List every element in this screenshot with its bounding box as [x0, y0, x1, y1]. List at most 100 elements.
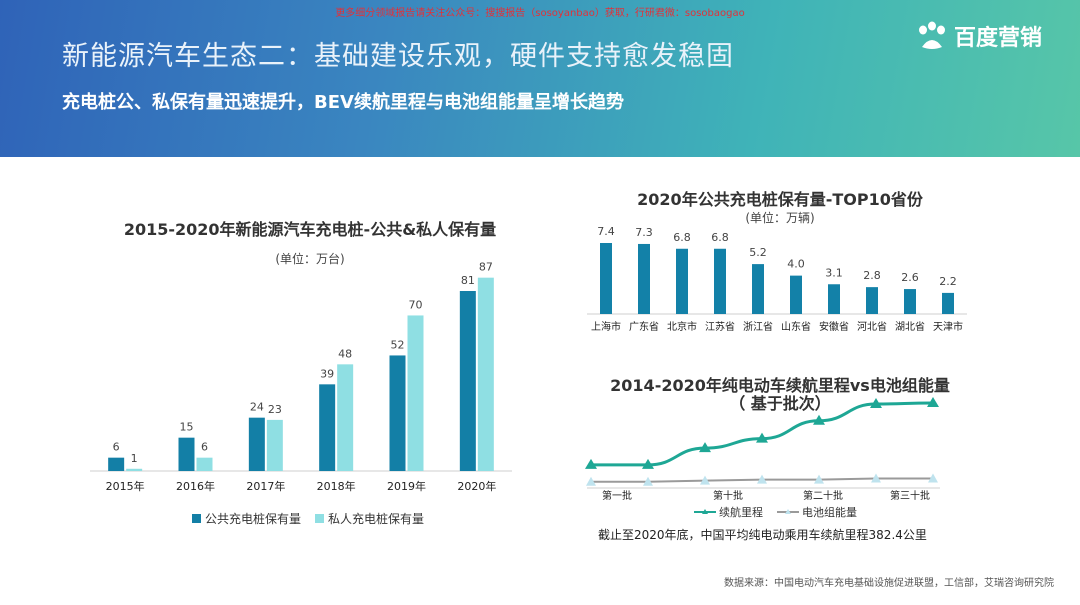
- chart1-bar-public: [178, 437, 195, 471]
- page-subtitle: 充电桩公、私保有量迅速提升，BEV续航里程与电池组能量呈增长趋势: [62, 92, 624, 113]
- chart1-value-label: 70: [409, 298, 423, 311]
- chart3-point-energy: [928, 473, 938, 483]
- chart1-bar-public: [389, 355, 406, 471]
- chart1-value-label: 6: [113, 441, 120, 454]
- chart1-value-label: 23: [268, 403, 282, 416]
- chart3-x-tick: 第十批: [713, 489, 743, 502]
- chart1-x-tick: 2016年: [176, 479, 215, 493]
- legend-label-public: 公共充电桩保有量: [205, 512, 302, 526]
- chart2-x-tick: 河北省: [857, 320, 887, 333]
- chart2-x-tick: 广东省: [629, 320, 659, 333]
- chart2-x-tick: 天津市: [933, 320, 963, 333]
- chart2-bar: [638, 243, 650, 314]
- chart1-x-tick: 2017年: [246, 479, 285, 493]
- legend-public: 公共充电桩保有量: [192, 510, 301, 527]
- chart1-bar-private: [407, 315, 424, 471]
- legend-label-range: 续航里程: [719, 506, 763, 519]
- chart1-value-label: 39: [320, 367, 334, 380]
- chart1-bar-public: [108, 457, 125, 471]
- chart2-value-label: 2.8: [863, 269, 881, 282]
- brand-logo: 百度营销: [916, 20, 1042, 52]
- chart2-bar: [752, 264, 764, 314]
- chart1-value-label: 15: [180, 421, 194, 434]
- chart1-x-tick: 2015年: [106, 479, 145, 493]
- chart2-value-label: 2.6: [901, 271, 919, 284]
- chart1-value-label: 24: [250, 401, 264, 414]
- chart1-x-tick: 2018年: [317, 479, 356, 493]
- chart1-bar-public: [319, 384, 336, 471]
- legend-swatch-public: [192, 514, 201, 523]
- chart1-value-label: 6: [201, 441, 208, 454]
- chart3-point-energy: [871, 473, 881, 483]
- chart2-title: 2020年公共充电桩保有量-TOP10省份: [637, 190, 923, 209]
- chart1-legend: 公共充电桩保有量 私人充电桩保有量: [192, 510, 438, 527]
- legend-line-energy: [777, 509, 799, 514]
- chart2-bar: [942, 292, 954, 314]
- legend-swatch-private: [315, 514, 325, 523]
- chart3-point-energy: [700, 475, 710, 485]
- chart1-value-label: 52: [391, 338, 405, 351]
- chart3-point-range: [642, 458, 654, 469]
- chart2-x-tick: 湖北省: [895, 320, 925, 333]
- legend-line-range: [694, 509, 716, 514]
- chart3-legend: 续航里程 电池组能量: [694, 504, 871, 520]
- chart3-point-energy: [586, 476, 596, 486]
- chart2-value-label: 4.0: [787, 258, 805, 271]
- chart1-value-label: 87: [479, 261, 493, 274]
- chart3-point-range: [699, 442, 711, 453]
- chart1-bar-private: [126, 468, 143, 471]
- legend-energy: 电池组能量: [777, 504, 857, 520]
- chart2-x-tick: 山东省: [781, 320, 811, 333]
- chart2-x-tick: 浙江省: [743, 320, 773, 333]
- logo-text: 百度营销: [954, 26, 1043, 51]
- chart2-bar: [904, 289, 916, 314]
- legend-range: 续航里程: [694, 504, 763, 520]
- chart2-x-tick: 上海市: [591, 320, 621, 333]
- chart2-bar: [676, 248, 688, 314]
- chart2-value-label: 6.8: [673, 231, 691, 244]
- chart1-x-tick: 2019年: [387, 479, 426, 493]
- chart3-point-range: [927, 396, 939, 407]
- chart1-value-label: 48: [338, 347, 352, 360]
- footnote: 截止至2020年底，中国平均纯电动乘用车续航里程382.4公里: [598, 528, 927, 542]
- chart1-bar-private: [196, 457, 213, 471]
- chart2-bar: [828, 284, 840, 314]
- chart1-x-tick: 2020年: [457, 479, 496, 493]
- chart1-title: 2015-2020年新能源汽车充电桩-公共&私人保有量: [123, 220, 497, 239]
- chart2-value-label: 7.4: [597, 225, 615, 238]
- legend-label-private: 私人充电桩保有量: [328, 512, 425, 526]
- chart3-point-range: [585, 458, 597, 469]
- legend-label-energy: 电池组能量: [802, 506, 857, 519]
- chart3-point-range: [870, 398, 882, 408]
- chart1-bar-private: [266, 419, 283, 471]
- chart3-title: 2014-2020年纯电动车续航里程vs电池组能量: [610, 376, 950, 395]
- chart1-value-label: 1: [131, 452, 138, 465]
- chart1-bar-private: [477, 277, 494, 471]
- chart3-point-energy: [814, 474, 824, 484]
- chart1-value-label: 81: [461, 274, 475, 287]
- page-title: 新能源汽车生态二：基础建设乐观，硬件支持愈发稳固: [62, 41, 734, 72]
- chart2-value-label: 6.8: [711, 231, 729, 244]
- chart3-x-tick: 第三十批: [890, 489, 930, 502]
- paw-icon: [919, 21, 945, 49]
- chart1-bar-public: [248, 417, 265, 471]
- chart1-bar-private: [337, 364, 354, 471]
- chart2-x-tick: 江苏省: [705, 320, 735, 333]
- chart2-value-label: 7.3: [635, 226, 653, 239]
- chart2-value-label: 3.1: [825, 266, 843, 279]
- legend-private: 私人充电桩保有量: [315, 510, 424, 527]
- chart2-x-tick: 北京市: [667, 320, 697, 333]
- chart2-bar: [790, 275, 802, 314]
- chart1-bar-public: [459, 291, 476, 471]
- header-banner: 更多细分领域报告请关注公众号：搜搜报告（sosoyanbao）获取，行研君微：s…: [0, 0, 1080, 157]
- chart2-bar: [600, 243, 612, 314]
- chart2-bar: [714, 248, 726, 314]
- chart3-point-range: [756, 432, 768, 443]
- chart3-point-energy: [643, 476, 653, 486]
- chart3-point-range: [813, 414, 825, 425]
- chart2-bar: [866, 287, 878, 314]
- source-text: 数据来源：中国电动汽车充电基础设施促进联盟，工信部，艾瑞咨询研究院: [724, 578, 1054, 589]
- chart3-point-energy: [757, 474, 767, 484]
- chart2-value-label: 5.2: [749, 246, 767, 259]
